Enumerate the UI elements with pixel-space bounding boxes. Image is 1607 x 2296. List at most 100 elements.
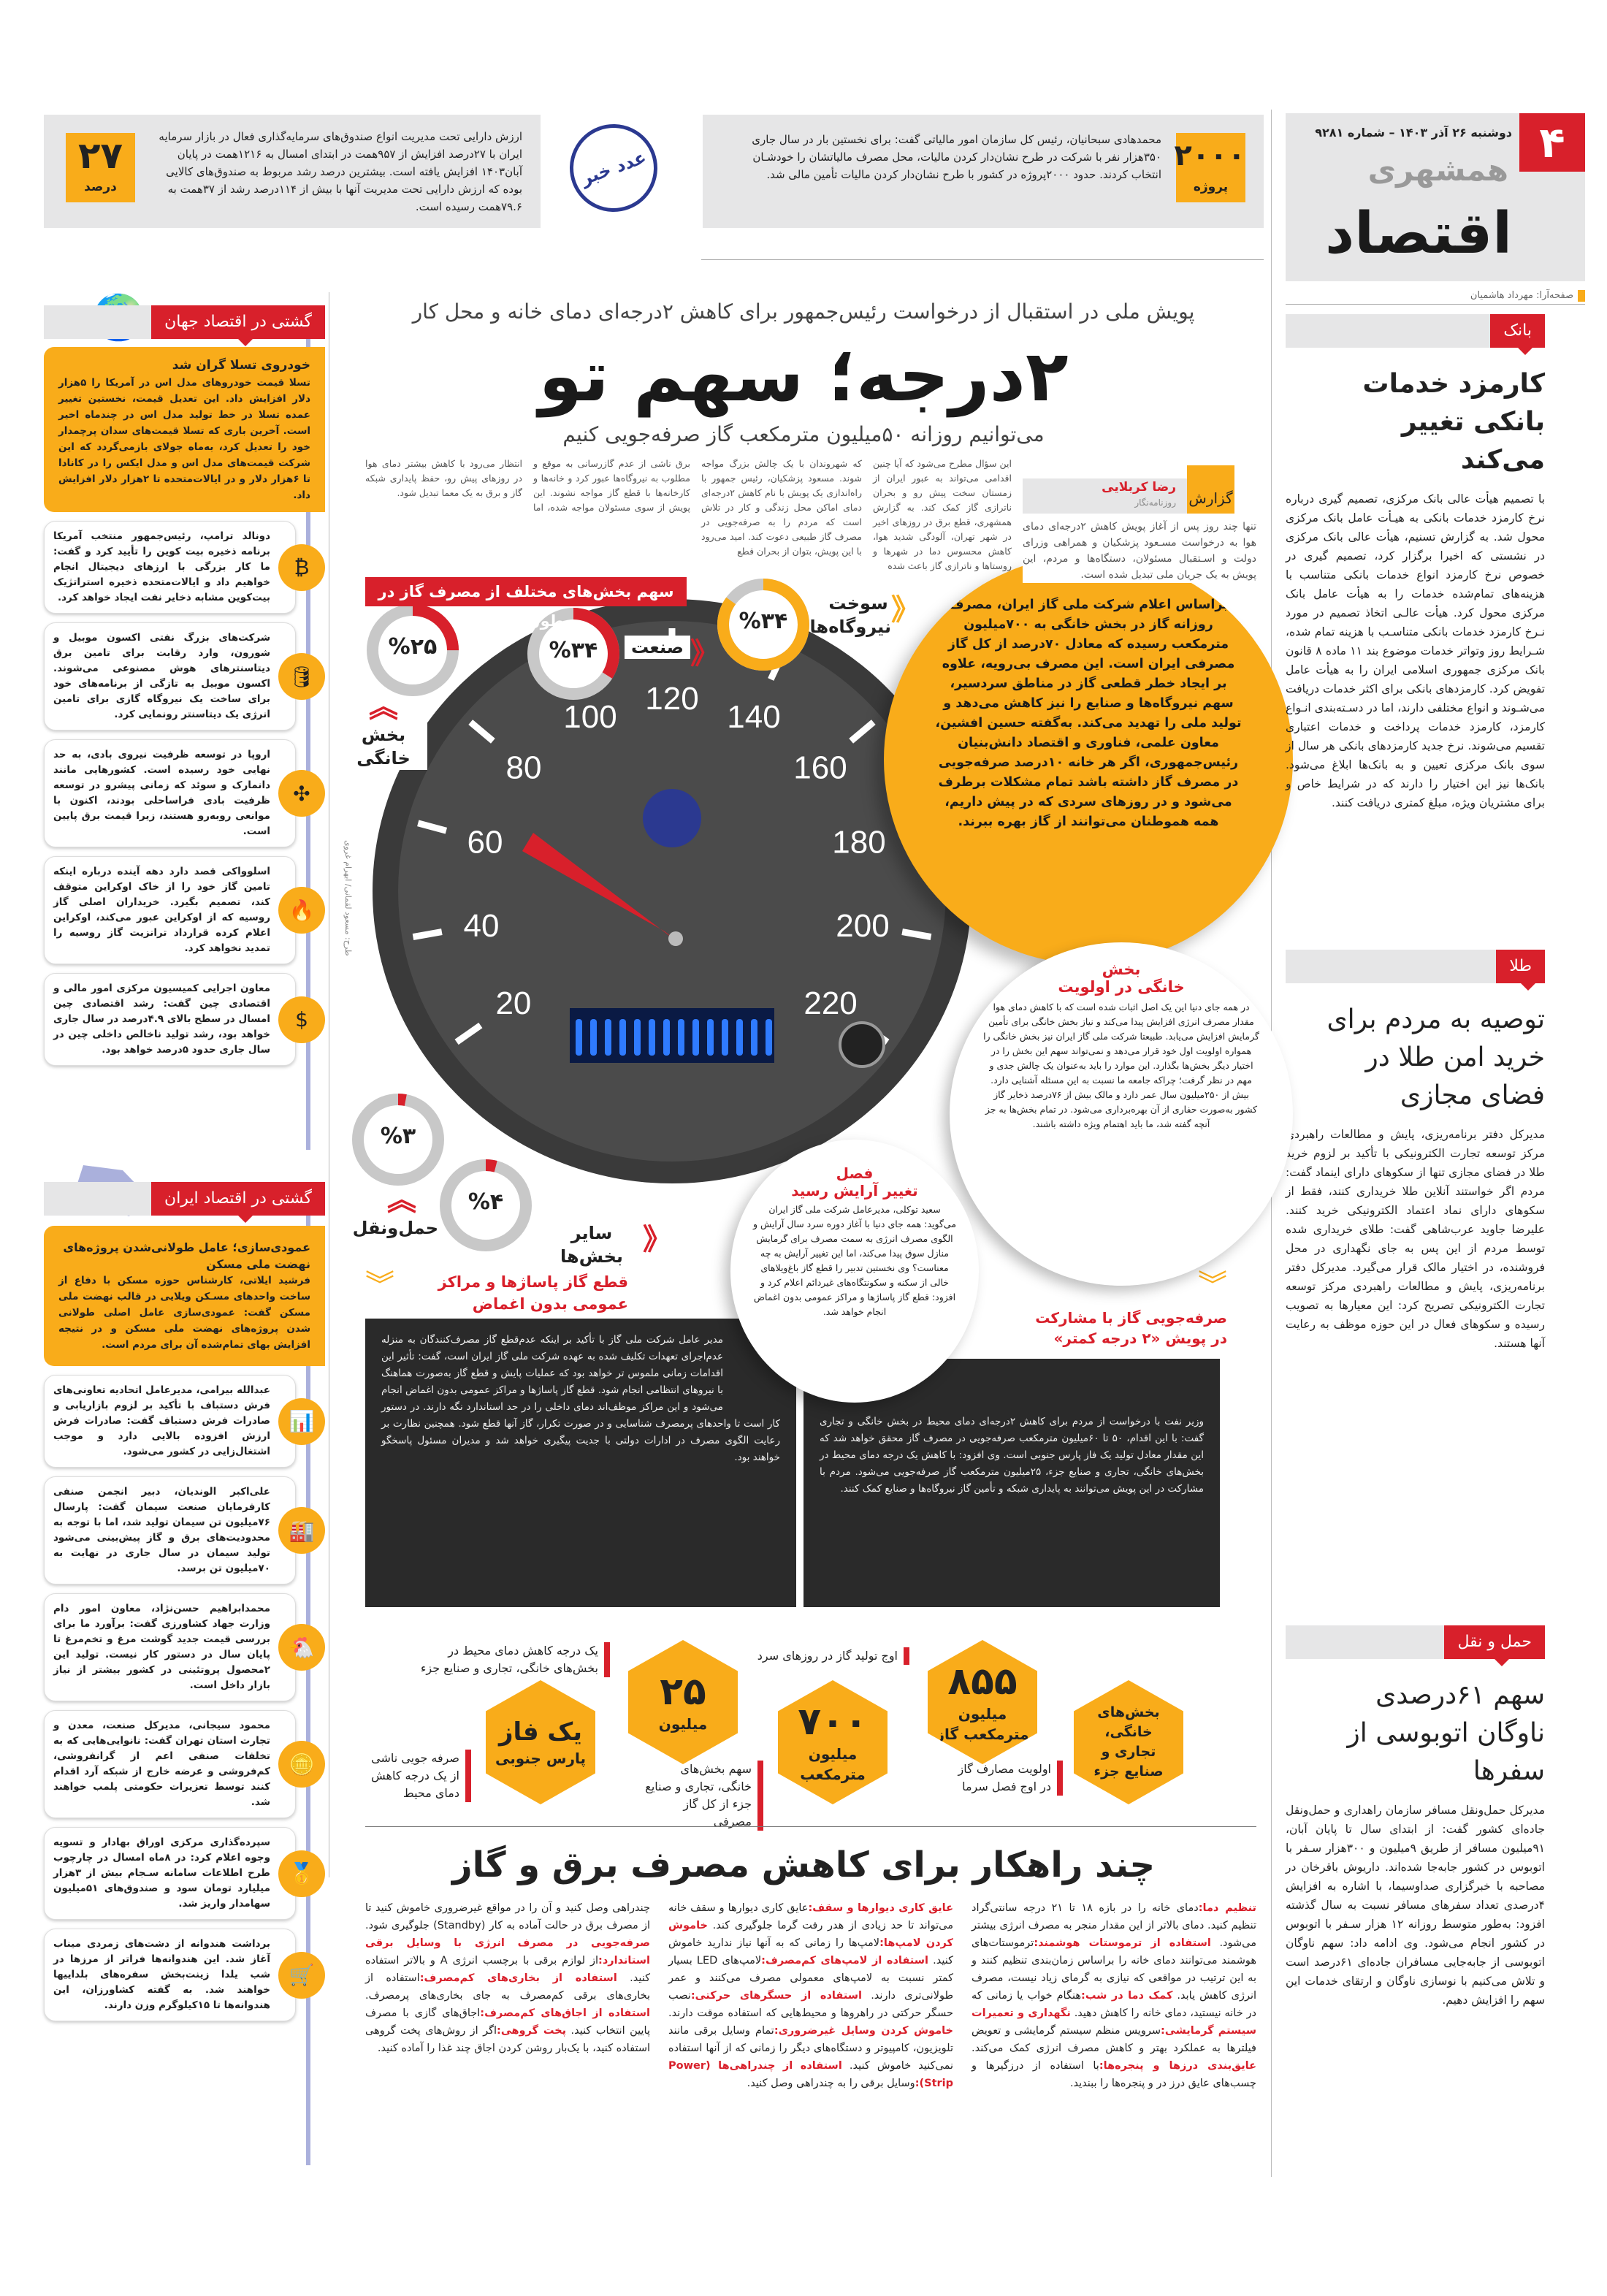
gauge-tick-label: 20 bbox=[495, 985, 531, 1021]
tip-title: استفاده از چندراهی‌ها (Power Strip): bbox=[668, 2060, 953, 2089]
news-card-text: سپرده‌گذاری مرکزی اوراق بهادار و تسویه و… bbox=[44, 1827, 296, 1920]
section-tag: بانک bbox=[1490, 314, 1545, 355]
news-item: محمود سیجانی، مدیرکل صنعت، معدن و تجارت … bbox=[44, 1710, 325, 1818]
flame-icon bbox=[663, 1019, 670, 1056]
tip-title: خاموش کردن وسایل غیرضروری: bbox=[774, 2025, 953, 2037]
iran-economy-column: گشتی در اقتصاد ایران عمودی‌سازی؛ عامل طو… bbox=[44, 1165, 325, 2192]
lead-title: عمودی‌سازی؛ عامل طولانی‌شدن پروژه‌های نه… bbox=[63, 1240, 310, 1271]
flame-icon bbox=[619, 1019, 626, 1056]
lead-news: خودروی تسلا گران شد تسلا قیمت خودروهای م… bbox=[44, 347, 325, 512]
section-tag: طلا bbox=[1496, 950, 1545, 991]
tip-title: عایق‌بندی درزها و پنجره‌ها: bbox=[1099, 2060, 1257, 2072]
tips-section: تنظیم دما:دمای خانه را در بازه ۱۸ تا ۲۱ … bbox=[365, 1899, 1256, 2192]
tip-text: دمای خانه را در بازه ۱۸ تا ۲۱ درجه سانتی… bbox=[972, 1902, 1257, 1949]
donut-category-label: سایر بخش‌ها bbox=[541, 1221, 643, 1268]
donut-value-arc bbox=[367, 604, 459, 696]
flame-icon bbox=[576, 1019, 582, 1056]
news-card-text: عبدالله بیرامی، مدیرعامل اتحادیه تعاونی‌… bbox=[44, 1375, 296, 1468]
tip-title: عایق کاری دیوارها و سقف: bbox=[808, 1902, 954, 1914]
needle-pivot bbox=[668, 931, 683, 946]
gauge-tick-label: 140 bbox=[727, 699, 780, 735]
news-item: اسلوواکی قصد دارد دهه آینده درباره اینکه… bbox=[44, 856, 325, 964]
news-card-text: اروپا در توسعه ظرفیت نیروی بادی، به حد ن… bbox=[44, 739, 296, 847]
flame-icon bbox=[722, 1019, 728, 1056]
tip-text: ترموستات‌های هوشمند می‌توانند دمای خانه … bbox=[972, 1937, 1257, 2002]
bitcoin-icon: ₿ bbox=[278, 544, 325, 591]
designer-name: صفحه‌آرا: مهرداد هاشمیان bbox=[1465, 289, 1573, 303]
number-news-text: ارزش دارایی تحت مدیریت انواع صندوق‌های س… bbox=[159, 130, 522, 213]
article-body: مدیرکل حمل‌ونقل مسافر سازمان راهداری و ح… bbox=[1286, 1804, 1545, 2007]
tip-title: استفاده از حسگرهای حرکتی: bbox=[690, 1990, 862, 2002]
shopping-cart-icon: 🛒 bbox=[278, 1951, 325, 1999]
stat-label: صرفه جویی ناشی از یک درجه کاهش دمای محیط bbox=[369, 1750, 471, 1802]
page-number: ۴ bbox=[1519, 113, 1585, 172]
bubble-text: در همه جای دنیا این یک اصل اثبات شده است… bbox=[983, 1002, 1259, 1129]
bubble-title: فصل bbox=[836, 1164, 874, 1182]
donut-category-label: حمل‌ونقل bbox=[352, 1216, 438, 1240]
stat-value: ۲۰۰۰ bbox=[1174, 139, 1245, 172]
donut-value-label: %۲۵ bbox=[388, 634, 438, 660]
lead-news: عمودی‌سازی؛ عامل طولانی‌شدن پروژه‌های نه… bbox=[44, 1226, 325, 1366]
chevron-left-icon: 《 bbox=[643, 1223, 672, 1256]
donut-value-arc bbox=[352, 1094, 444, 1186]
designer-credit: صفحه‌آرا: مهرداد هاشمیان bbox=[1286, 289, 1585, 305]
gas-flame-window bbox=[570, 1008, 774, 1063]
tip-title: کمک دما در شب: bbox=[1081, 1990, 1173, 2002]
chevron-down-icon: ︾ bbox=[1198, 1269, 1227, 1303]
credit-marker bbox=[1578, 290, 1585, 302]
gauge-tick-label: 80 bbox=[506, 750, 542, 786]
tip-title: استفاده از لامپ‌های کم‌مصرف: bbox=[761, 1955, 928, 1967]
news-card-text: محمدابراهیم حسن‌نژاد، معاون امور دام وزا… bbox=[44, 1593, 296, 1701]
intro-text: تنها چند روز پس از آغاز پویش کاهش ۲درجه‌… bbox=[1023, 519, 1256, 583]
number-news-right: ۲۰۰۰ پروژه محمدهادی سبحانیان، رئیس کل سا… bbox=[703, 115, 1264, 228]
tip-text: اگر از روش‌های پخت گروهی استفاده کنید، ب… bbox=[365, 2025, 650, 2054]
chevron-up-icon: ︽ bbox=[387, 1183, 416, 1217]
dark-right-text: وزیر نفت با درخواست از مردم برای کاهش ۲د… bbox=[820, 1416, 1205, 1495]
dollar-bill-icon: $ bbox=[278, 996, 325, 1043]
gauge-tick bbox=[412, 928, 443, 940]
donut-value-label: %۳ bbox=[380, 1124, 416, 1149]
donut-5 bbox=[440, 1159, 532, 1251]
chevron-left-icon: 《 bbox=[891, 593, 920, 627]
article-title: سهم ۶۱درصدی ناوگان اتوبوسی از سفرها bbox=[1347, 1680, 1545, 1786]
gauge-tick-label: 120 bbox=[645, 681, 698, 717]
timeline-bar bbox=[306, 339, 310, 1150]
flame-icon: 🔥 bbox=[278, 887, 325, 934]
report-tag: گزارش bbox=[1187, 465, 1234, 514]
news-card-text: محمود سیجانی، مدیرکل صنعت، معدن و تجارت … bbox=[44, 1710, 296, 1818]
section-tag: حمل و نقل bbox=[1444, 1625, 1545, 1666]
flame-icon bbox=[751, 1019, 757, 1056]
stat-hexagon: ۷۰۰ میلیون مترمکعب bbox=[778, 1680, 888, 1804]
side-article: بانک کارمزد خدمات بانکی تغییر می‌کند با تص… bbox=[1286, 314, 1545, 812]
gauge-tick bbox=[417, 820, 448, 834]
tip-title: خاموش کردن لامپ‌ها: bbox=[668, 1920, 953, 1949]
factory-icon: 🏭 bbox=[278, 1507, 325, 1554]
tips-column: چندراهی وصل کنید و آن را در مواقع غیرضرو… bbox=[365, 1899, 650, 2057]
gauge-tick bbox=[901, 928, 932, 940]
photo-credit: طرح: مسعود لقمانی/ ابهرام غروی bbox=[343, 840, 353, 956]
subhead: می‌توانیم روزانه ۵۰میلیون مترمکعب گاز صر… bbox=[562, 422, 1045, 446]
stat-unit: پروژه bbox=[1193, 180, 1229, 194]
flame-icon bbox=[634, 1019, 641, 1056]
flame-icon bbox=[766, 1019, 772, 1056]
tip-text: لامپ‌ها را زمانی که به آنها نیاز ندارید … bbox=[668, 1937, 953, 1967]
side-article: حمل و نقل سهم ۶۱درصدی ناوگان اتوبوسی از س… bbox=[1286, 1625, 1545, 2010]
oil-barrel-icon: 🛢 bbox=[278, 653, 325, 700]
tip-text: اجاق‌های گازی با مصرف پایین انتخاب کنید. bbox=[365, 2007, 651, 2037]
tips-headline: چند راهکار برای کاهش مصرف برق و گاز bbox=[451, 1845, 1156, 1885]
donut-value-label: %۴ bbox=[467, 1189, 504, 1215]
tip-title: استفاده از بخاری‌های کم‌مصرف: bbox=[419, 1972, 617, 1984]
news-item: علی‌اکبر الوندیان، دبیر انجمن صنفی کارفر… bbox=[44, 1476, 325, 1584]
stat-unit: درصد bbox=[84, 180, 117, 194]
stat-unit: پارس جنوبی bbox=[495, 1750, 586, 1767]
coins-icon: 🪙 bbox=[278, 1741, 325, 1788]
gauge-illustration: 20 40 60 80 100 120 140 160 180 200 220 bbox=[373, 599, 972, 1183]
world-economy-column: 🌍 گشتی در اقتصاد جهان خودروی تسلا گران ش… bbox=[44, 292, 325, 1162]
stamp-number-news: عدد خبر bbox=[557, 112, 670, 224]
gauge-tick-label: 60 bbox=[467, 824, 503, 860]
bubble-season: فصل تغییر آرایش رسید سعید توکلی، مدیرعام… bbox=[730, 1140, 979, 1403]
news-item: سپرده‌گذاری مرکزی اوراق بهادار و تسویه و… bbox=[44, 1827, 325, 1920]
news-card-text: برداشت هندوانه از دشت‌های زمردی میناب آغ… bbox=[44, 1929, 296, 2021]
kicker: پویش ملی در استقبال از درخواست رئیس‌جمهو… bbox=[412, 300, 1195, 324]
stock-chart-icon: 📊 bbox=[278, 1397, 325, 1445]
